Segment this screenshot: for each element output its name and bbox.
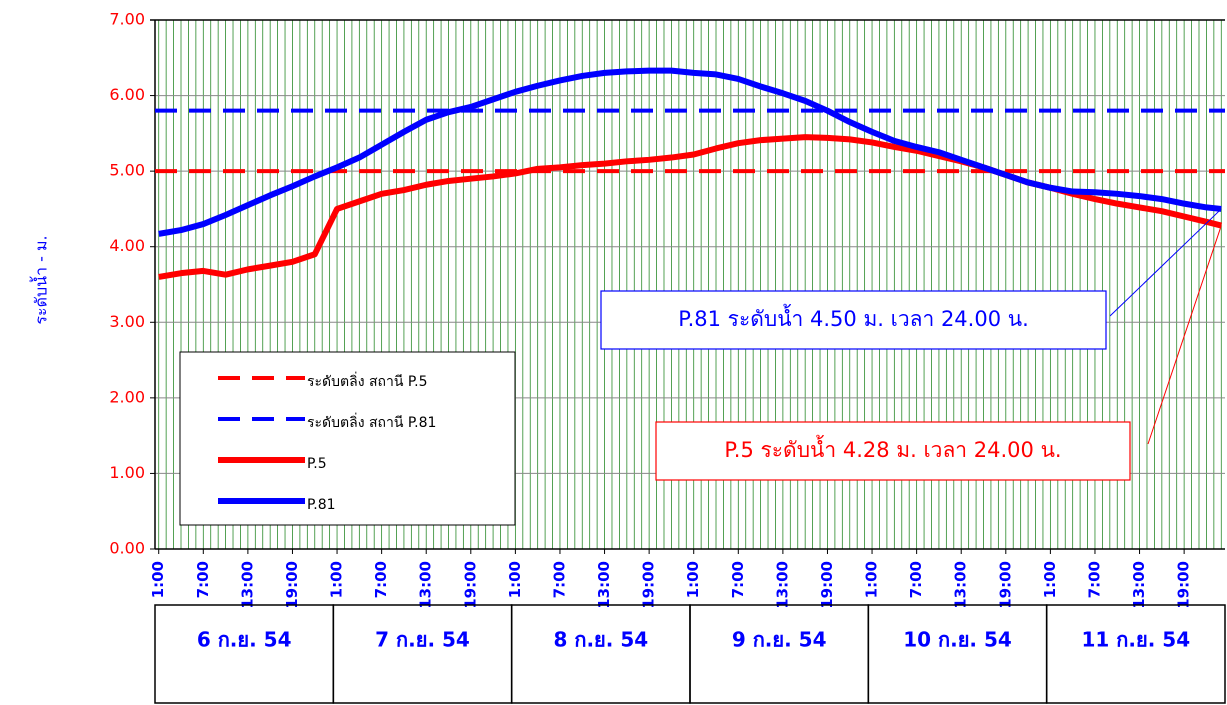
day-label: 9 ก.ย. 54 bbox=[732, 628, 827, 652]
data-line bbox=[158, 67, 1222, 237]
x-tick-label: 13:00 bbox=[773, 561, 791, 609]
x-tick-label: 19:00 bbox=[283, 561, 301, 609]
y-tick-label: 0.00 bbox=[109, 539, 145, 558]
legend-label: P.81 bbox=[307, 497, 336, 513]
y-tick-label: 6.00 bbox=[109, 85, 145, 104]
y-tick-label: 7.00 bbox=[109, 10, 145, 29]
day-box bbox=[510, 604, 691, 704]
x-tick-label: 1:00 bbox=[506, 561, 524, 598]
legend-label: P.5 bbox=[307, 456, 327, 472]
day-box bbox=[689, 604, 870, 704]
day-label: 8 ก.ย. 54 bbox=[553, 628, 648, 652]
x-tick-label: 19:00 bbox=[461, 561, 479, 609]
day-label: 6 ก.ย. 54 bbox=[197, 628, 292, 652]
x-tick-label: 7:00 bbox=[1085, 561, 1103, 598]
x-tick-label: 7:00 bbox=[372, 561, 390, 598]
x-tick-label: 1:00 bbox=[684, 561, 702, 598]
x-tick-label: 7:00 bbox=[550, 561, 568, 598]
legend-label: ระดับตลิ่ง สถานี P.5 bbox=[307, 372, 428, 390]
x-tick-label: 19:00 bbox=[996, 561, 1014, 609]
leader-line bbox=[1147, 225, 1222, 445]
day-box bbox=[867, 604, 1048, 704]
annotation-box bbox=[655, 421, 1131, 481]
legend bbox=[179, 351, 516, 526]
y-axis-label: ระดับน้ำ - ม. bbox=[30, 235, 51, 324]
x-tick-label: 1:00 bbox=[1041, 561, 1059, 598]
x-tick-label: 19:00 bbox=[818, 561, 836, 609]
x-tick-label: 19:00 bbox=[640, 561, 658, 609]
x-tick-label: 13:00 bbox=[595, 561, 613, 609]
x-tick-label: 7:00 bbox=[907, 561, 925, 598]
annotation-text: P.5 ระดับน้ำ 4.28 ม. เวลา 24.00 น. bbox=[724, 435, 1061, 462]
y-tick-label: 5.00 bbox=[109, 161, 145, 180]
x-tick-label: 1:00 bbox=[328, 561, 346, 598]
x-tick-label: 1:00 bbox=[863, 561, 881, 598]
y-tick-label: 2.00 bbox=[109, 387, 145, 406]
day-box bbox=[154, 604, 335, 704]
x-tick-label: 7:00 bbox=[194, 561, 212, 598]
day-box bbox=[1045, 604, 1226, 704]
day-label: 7 ก.ย. 54 bbox=[375, 628, 470, 652]
day-box bbox=[332, 604, 513, 704]
x-tick-label: 13:00 bbox=[952, 561, 970, 609]
x-tick-label: 19:00 bbox=[1175, 561, 1193, 609]
annotation-text: P.81 ระดับน้ำ 4.50 ม. เวลา 24.00 น. bbox=[678, 304, 1029, 331]
legend-label: ระดับตลิ่ง สถานี P.81 bbox=[307, 413, 436, 431]
x-tick-label: 13:00 bbox=[417, 561, 435, 609]
x-tick-label: 13:00 bbox=[1130, 561, 1148, 609]
y-tick-label: 1.00 bbox=[109, 463, 145, 482]
day-label: 10 ก.ย. 54 bbox=[903, 628, 1012, 652]
x-tick-label: 1:00 bbox=[149, 561, 167, 598]
annotation-box bbox=[600, 290, 1107, 350]
y-tick-label: 4.00 bbox=[109, 236, 145, 255]
leader-line bbox=[1109, 208, 1222, 317]
x-tick-label: 13:00 bbox=[238, 561, 256, 609]
y-tick-label: 3.00 bbox=[109, 312, 145, 331]
day-label: 11 ก.ย. 54 bbox=[1082, 628, 1191, 652]
x-tick-label: 7:00 bbox=[729, 561, 747, 598]
